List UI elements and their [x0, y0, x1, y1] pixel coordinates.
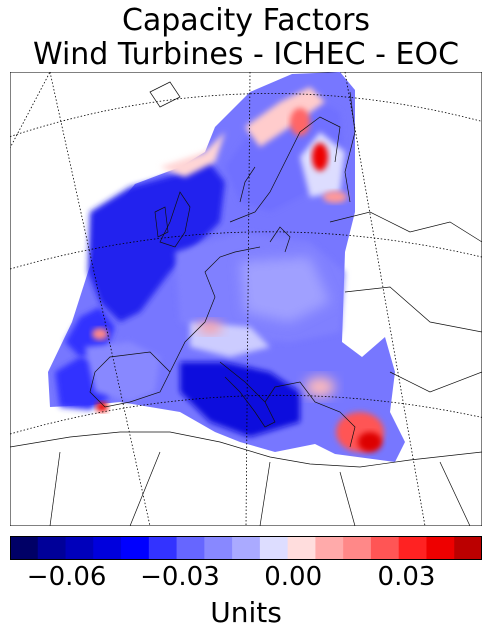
chart-title-line2: Wind Turbines - ICHEC - EOC	[32, 37, 460, 72]
colorbar-segment	[426, 536, 455, 560]
colorbar-segment	[287, 536, 316, 560]
hotspot-gibraltar	[96, 402, 108, 412]
colorbar-tick-label: 0.00	[264, 562, 323, 592]
colorbar-segment	[37, 536, 67, 560]
coastlines	[10, 81, 482, 526]
map-panel	[10, 72, 482, 526]
chart-title-line1: Capacity Factors	[121, 3, 371, 38]
colorbar-segment	[204, 536, 233, 560]
colorbar-segment	[454, 536, 482, 560]
hotspot-scandinavia	[312, 143, 328, 171]
colorbar-segment	[370, 536, 400, 560]
colorbar-tick-label: −0.03	[140, 562, 220, 592]
colorbar-segment	[93, 536, 122, 560]
colorbar-tick-label: 0.03	[377, 562, 436, 592]
colorbar-segment	[259, 536, 289, 560]
colorbar-segment	[65, 536, 94, 560]
colorbar-segment	[148, 536, 178, 560]
colorbar-segment	[232, 536, 261, 560]
colorbar	[10, 536, 482, 560]
colorbar-label: Units	[210, 596, 282, 629]
colorbar-segment	[343, 536, 372, 560]
colorbar-segment	[398, 536, 427, 560]
data-field-atlantic	[88, 157, 225, 322]
colorbar-segment	[10, 536, 39, 560]
colorbar-tick-label: −0.06	[26, 562, 107, 592]
colorbar-segment	[315, 536, 344, 560]
colorbar-segment	[121, 536, 150, 560]
colorbar-segment	[176, 536, 205, 560]
